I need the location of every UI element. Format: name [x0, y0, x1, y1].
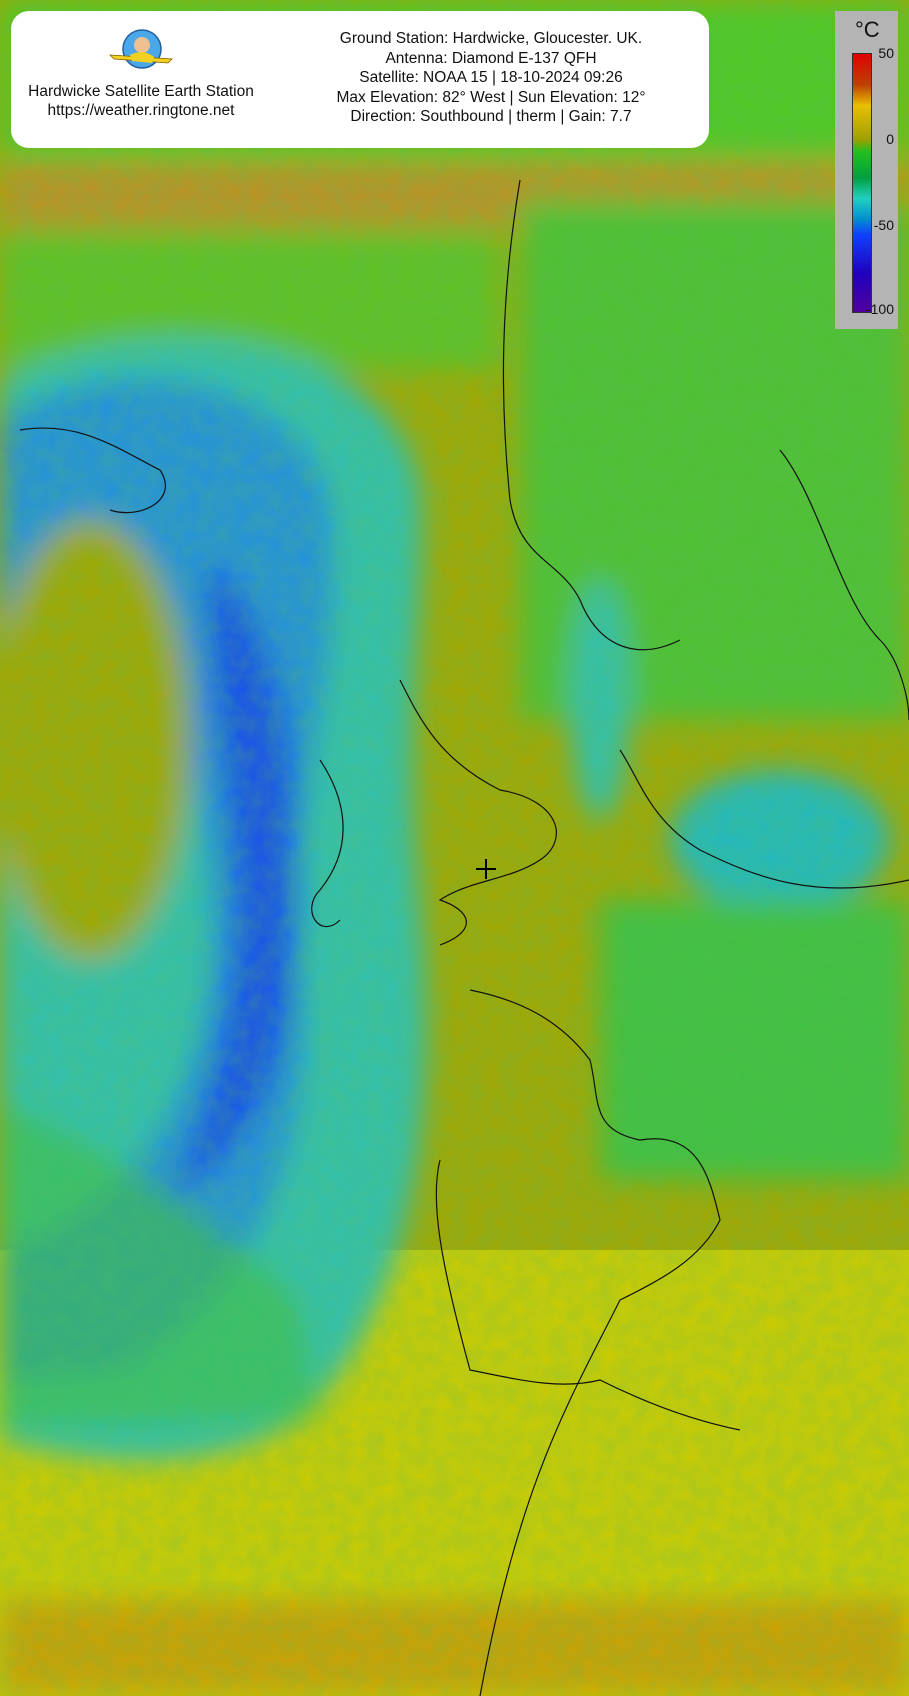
station-block: Hardwicke Satellite Earth Station https:… [21, 11, 261, 120]
pass-details: Ground Station: Hardwicke, Gloucester. U… [271, 29, 711, 127]
ground-station-line: Ground Station: Hardwicke, Gloucester. U… [339, 30, 643, 47]
antenna-line: Antenna: Diamond E-137 QFH [385, 49, 597, 67]
legend-color-bar [852, 53, 872, 313]
legend-tick: -100 [865, 301, 894, 317]
temperature-legend: °C 50 0 -50 -100 [835, 11, 898, 329]
station-url-link[interactable]: https://weather.ringtone.net [47, 102, 235, 119]
direction-line: Direction: Southbound | therm | Gain: 7.… [350, 108, 632, 125]
crosshair-icon [476, 859, 496, 879]
legend-tick: -50 [873, 217, 894, 233]
station-name: Hardwicke Satellite Earth Station [28, 83, 254, 100]
satellite-line: Satellite: NOAA 15 | 18-10-2024 09:26 [359, 69, 623, 86]
legend-unit: °C [855, 17, 880, 42]
elevation-line: Max Elevation: 82° West | Sun Elevation:… [336, 88, 646, 106]
legend-tick: 0 [886, 131, 894, 147]
coastlines [19, 179, 909, 1696]
legend-tick: 50 [878, 45, 894, 61]
info-panel: Hardwicke Satellite Earth Station https:… [11, 11, 709, 148]
phobic-flyer-logo [108, 29, 173, 69]
